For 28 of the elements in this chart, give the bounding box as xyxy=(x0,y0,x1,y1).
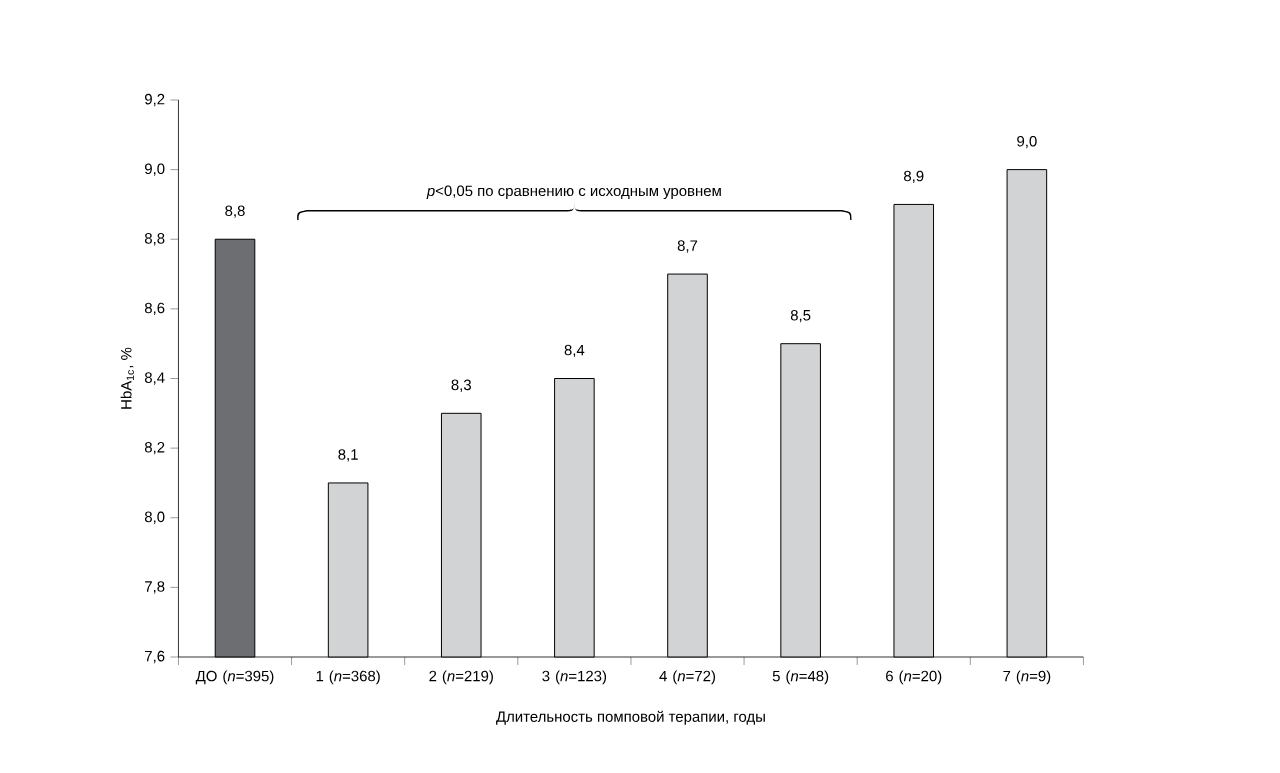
y-tick-label: 8,6 xyxy=(144,302,165,316)
y-tick-label: 8,0 xyxy=(144,511,165,524)
data-label: 8,3 xyxy=(451,379,471,392)
y-axis-title: HbA$_{1c}$, % xyxy=(120,347,134,409)
data-label: 8,4 xyxy=(564,344,585,358)
y-tick-label: 7,8 xyxy=(145,581,165,594)
x-tick-label: 7 (n=9) xyxy=(1003,670,1051,685)
y-tick-label: 9,2 xyxy=(144,93,165,107)
data-label: 8,8 xyxy=(225,205,245,218)
data-label: 8,7 xyxy=(677,240,698,253)
data-label: 8,1 xyxy=(338,449,358,462)
x-tick-label: 1 (n=368) xyxy=(316,670,380,685)
x-tick-label: 6 (n=20) xyxy=(886,670,942,685)
x-tick-label: 4 (n=72) xyxy=(659,670,716,685)
y-tick-label: 7,6 xyxy=(145,650,165,664)
annotation: p<0,05 по сравнению с исходным уровнем xyxy=(426,185,721,200)
y-tick-label: 8,8 xyxy=(144,233,165,246)
data-label: 8,9 xyxy=(904,170,924,184)
y-tick-label: 8,4 xyxy=(144,372,165,385)
x-axis-title: Длительность помповой терапии, годы xyxy=(496,710,765,725)
x-tick-label: 3 (n=123) xyxy=(542,670,607,685)
x-tick-label: 5 (n=48) xyxy=(772,670,829,685)
x-tick-label: ДО (n=395) xyxy=(195,670,274,685)
data-label: 9,0 xyxy=(1017,135,1037,149)
y-tick-label: 9,0 xyxy=(144,163,165,176)
data-label: 8,5 xyxy=(790,309,811,323)
x-tick-label: 2 (n=219) xyxy=(429,670,493,685)
y-tick-label: 8,2 xyxy=(144,441,165,455)
